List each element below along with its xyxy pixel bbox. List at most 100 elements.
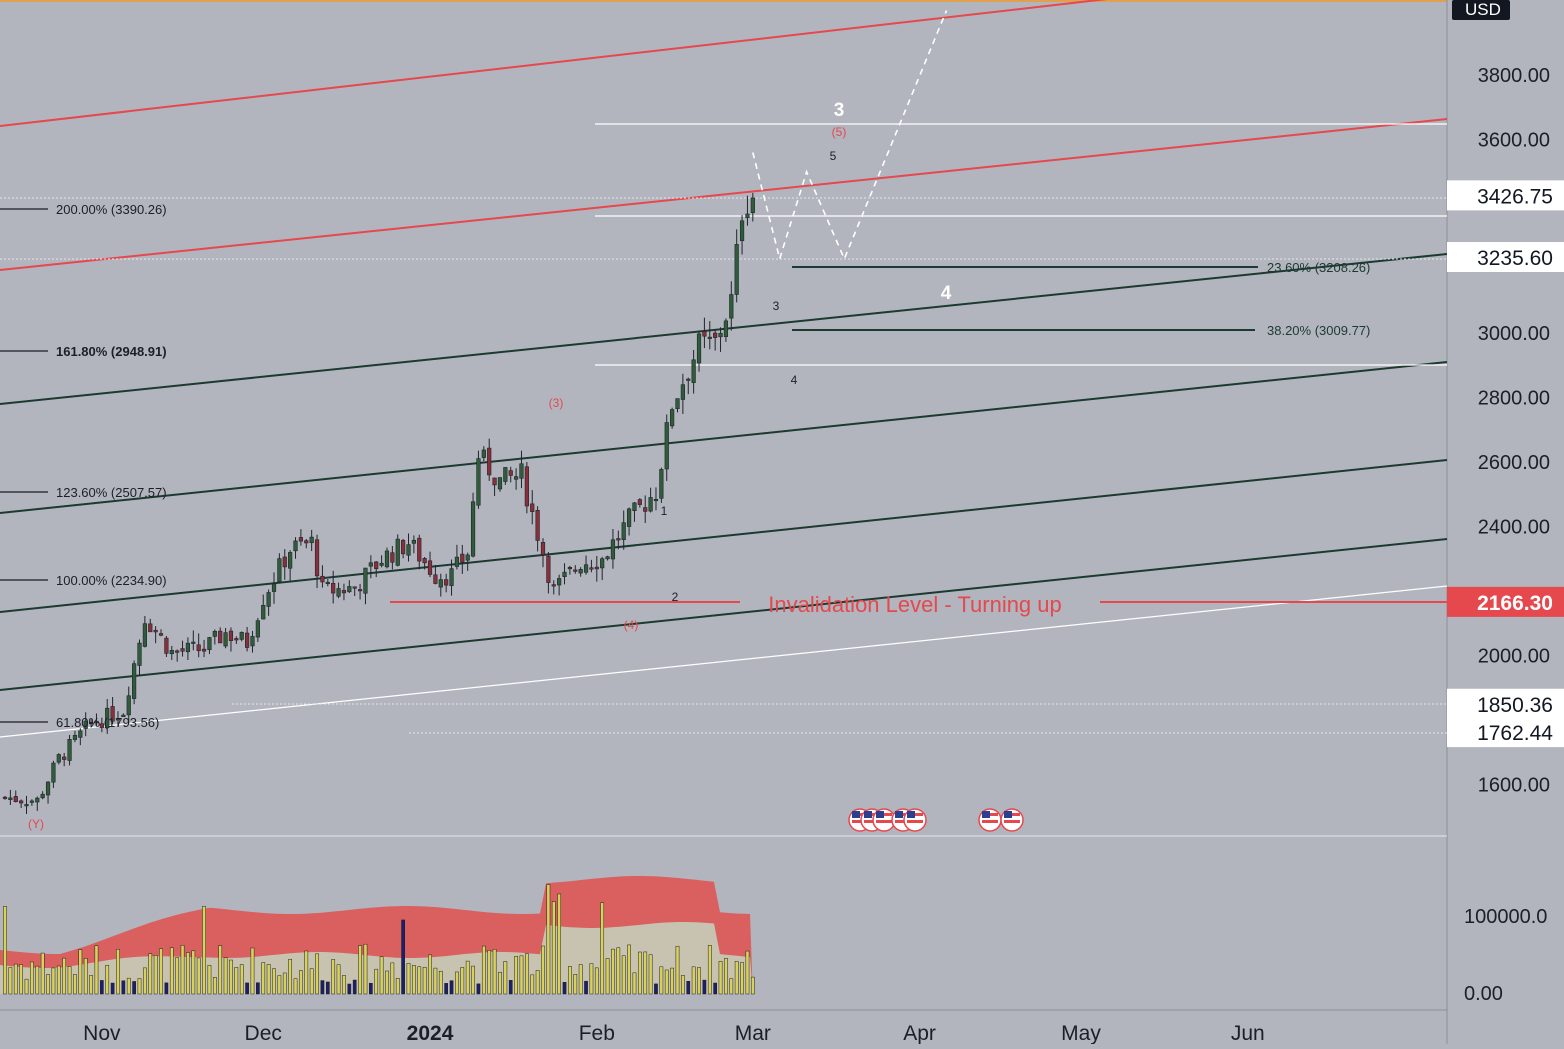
candle-down: [492, 477, 497, 486]
price-tick-label: 2400.00: [1478, 517, 1550, 539]
candle-up: [718, 332, 723, 338]
volume-bar: [492, 948, 497, 995]
candle-down: [546, 555, 551, 583]
candle-up: [729, 294, 734, 319]
volume-bar: [223, 957, 228, 995]
candle-up: [476, 458, 481, 506]
candle-up: [347, 586, 352, 593]
channel-line-white: [0, 585, 1448, 738]
invalidation-label: Invalidation Level - Turning up: [768, 592, 1062, 617]
price-axis-background[interactable]: [1447, 0, 1564, 1044]
fib-ext-label-1236: 123.60% (2507.57): [56, 485, 167, 500]
candle-up: [132, 663, 137, 699]
candle-up: [266, 592, 271, 607]
channel-line-dark-3: [0, 459, 1448, 613]
candle-up: [519, 463, 524, 479]
volume-bar: [734, 961, 739, 995]
wave-label-red-5: (5): [832, 125, 847, 139]
channel-line-dark-2: [0, 361, 1448, 514]
volume-bar: [110, 982, 115, 995]
price-badge[interactable]: [1447, 688, 1564, 719]
us-flag-icon[interactable]: [978, 808, 1002, 832]
volume-bar: [379, 956, 384, 995]
volume-bar: [401, 919, 405, 995]
candle-up: [653, 498, 659, 502]
volume-bar: [196, 957, 201, 995]
volume-bar: [56, 965, 61, 995]
candle-down: [713, 332, 718, 338]
candle-up: [562, 571, 567, 577]
candle-up: [696, 333, 702, 364]
price-tick-label: 1600.00: [1478, 775, 1550, 797]
volume-bar: [191, 950, 196, 995]
candle-down: [94, 720, 99, 724]
candle-down: [390, 552, 395, 563]
price-badge-red[interactable]: [1447, 586, 1564, 617]
volume-bar: [686, 981, 691, 995]
volume-bar: [573, 974, 578, 995]
candle-up: [626, 508, 632, 527]
candle-down: [422, 558, 427, 564]
volume-bar: [632, 972, 637, 995]
volume-bar: [126, 977, 131, 995]
volume-bar: [422, 966, 427, 995]
candle-down: [401, 540, 406, 555]
volume-bar: [175, 957, 180, 995]
price-axis[interactable]: USD 3800.00 3600.00 3000.00 2800.00 2600.00 2…: [1447, 0, 1564, 1005]
volume-bar: [697, 967, 701, 995]
candle-up: [24, 804, 29, 807]
volume-bar: [465, 960, 470, 995]
wave-label-minor-1: 1: [661, 504, 668, 518]
volume-bar: [525, 953, 529, 995]
candle-up: [40, 793, 45, 799]
candle-up: [648, 497, 653, 512]
us-flag-icon[interactable]: [1000, 808, 1024, 832]
volume-bar: [250, 947, 255, 995]
candle-up: [411, 539, 416, 544]
candle-down: [2, 796, 8, 799]
plot-background[interactable]: [0, 0, 1447, 1044]
wave-label-red-3: (3): [549, 396, 564, 410]
price-badge-label: 3426.75: [1477, 185, 1553, 208]
time-axis[interactable]: Nov Dec 2024 Feb Mar Apr May Jun: [83, 1022, 1265, 1045]
candle-up: [395, 538, 400, 566]
volume-bar: [681, 975, 685, 995]
volume-bar: [659, 966, 664, 995]
wave-label-minor-2: 2: [672, 590, 679, 604]
currency-box[interactable]: [1452, 0, 1510, 20]
currency-label: USD: [1465, 0, 1501, 19]
candle-up: [739, 220, 745, 242]
price-tick-label: 2800.00: [1478, 388, 1550, 410]
candle-up: [379, 562, 384, 566]
us-flag-icon[interactable]: [872, 808, 896, 832]
volume-bar: [309, 968, 314, 995]
volume-bar: [320, 980, 325, 995]
economic-events[interactable]: [848, 808, 1024, 832]
volume-bar: [637, 951, 642, 995]
us-flag-icon[interactable]: [903, 808, 927, 832]
price-badge[interactable]: [1447, 242, 1564, 273]
volume-bar: [713, 982, 718, 995]
candle-up: [368, 562, 373, 567]
volume-bar: [675, 945, 680, 995]
volume-bar: [449, 980, 454, 995]
candle-up: [734, 244, 739, 295]
projection-path: [752, 10, 948, 262]
time-tick-label: Nov: [83, 1022, 121, 1044]
candle-up: [121, 714, 126, 717]
wave-label-minor-3: 3: [773, 299, 780, 313]
volume-bar: [707, 945, 712, 995]
candle-up: [83, 720, 88, 729]
candle-down: [245, 632, 250, 648]
volume-bar: [8, 967, 13, 995]
price-badge[interactable]: [1447, 717, 1564, 748]
price-badge[interactable]: [1447, 180, 1564, 211]
volume-bar: [616, 947, 621, 995]
volume-bar: [99, 980, 104, 995]
channel-line-red-lower: [0, 118, 1448, 271]
price-tick-label: 3800.00: [1478, 65, 1550, 87]
candle-up: [470, 501, 476, 557]
candle-up: [271, 583, 277, 592]
time-tick-label: Feb: [579, 1022, 615, 1044]
